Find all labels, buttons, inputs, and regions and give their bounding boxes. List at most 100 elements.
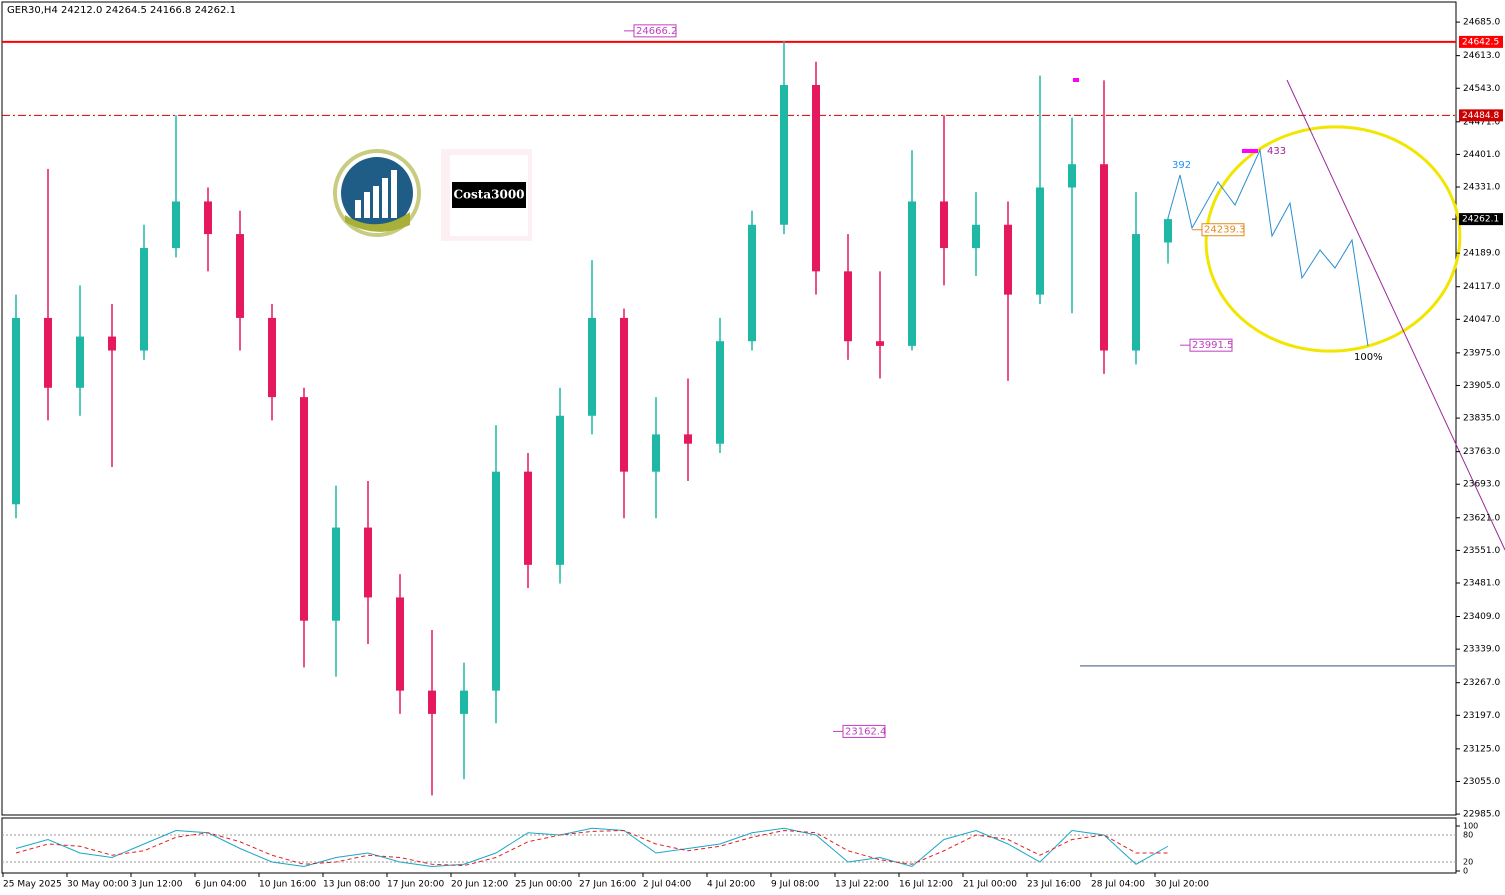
candle-body [972, 224, 980, 249]
candle-body [204, 201, 212, 235]
current-price-tag [1459, 213, 1503, 226]
chart-title: GER30,H4 24212.0 24264.5 24166.8 24262.1 [7, 5, 236, 16]
candle-body [428, 690, 436, 714]
annotation-label: 24666.2 [636, 26, 677, 37]
x-tick-label: 30 Jul 20:00 [1155, 880, 1209, 890]
candle-body [332, 527, 340, 621]
x-tick-label: 21 Jul 00:00 [963, 880, 1017, 890]
oscillator-tick-label: 20 [1463, 858, 1473, 867]
oscillator-frame [1, 817, 1457, 874]
text-annotation: 392 [1172, 160, 1191, 171]
candle-body [844, 271, 852, 342]
y-tick-label: 23693.0 [1463, 480, 1500, 490]
y-tick-label: 24543.0 [1463, 84, 1500, 94]
logo-label-bg [452, 182, 526, 208]
candle-body [44, 317, 52, 388]
price-level-tag [1459, 109, 1503, 122]
candle-body [172, 201, 180, 249]
x-tick-label: 3 Jun 12:00 [131, 880, 183, 890]
candle-body [812, 84, 820, 272]
candle-body [716, 341, 724, 444]
y-tick-label: 24189.0 [1463, 249, 1500, 259]
x-tick-label: 9 Jul 08:00 [771, 880, 820, 890]
oscillator-tick-label: 0 [1463, 867, 1468, 876]
x-tick-label: 13 Jul 22:00 [835, 880, 889, 890]
candle-body [1164, 219, 1172, 243]
x-tick-label: 23 Jul 16:00 [1027, 880, 1081, 890]
y-tick-label: 24401.0 [1463, 150, 1500, 160]
candle-body [588, 317, 596, 416]
text-annotation: 100% [1354, 352, 1383, 363]
y-tick-label: 24471.0 [1463, 117, 1500, 127]
y-tick-label: 23551.0 [1463, 546, 1500, 556]
y-tick-label: 24685.0 [1463, 18, 1500, 28]
x-tick-label: 16 Jul 12:00 [899, 880, 953, 890]
y-tick-label: 23339.0 [1463, 645, 1500, 655]
candle-body [620, 317, 628, 472]
candle-body [684, 434, 692, 444]
candle-body [1036, 187, 1044, 295]
candle-body [12, 317, 20, 505]
y-tick-label: 23409.0 [1463, 612, 1500, 622]
candle-body [940, 201, 948, 249]
annotation-box [633, 24, 677, 38]
candle-body [876, 341, 884, 346]
candle-body [396, 597, 404, 691]
candle-body [492, 471, 500, 691]
logo [333, 149, 421, 237]
candle-body [1100, 164, 1108, 351]
annotation-box [842, 724, 886, 738]
x-tick-label: 28 Jul 04:00 [1091, 880, 1145, 890]
candle-body [908, 201, 916, 346]
highlight-ellipse [1204, 125, 1462, 353]
price-level-label: 24642.5 [1462, 37, 1499, 47]
y-tick-label: 22985.0 [1463, 810, 1500, 820]
candle-body [236, 234, 244, 318]
y-tick-label: 24331.0 [1463, 183, 1500, 193]
logo-label: Costa3000 [453, 188, 524, 202]
candle-body [268, 317, 276, 398]
x-tick-label: 30 May 00:00 [67, 880, 129, 890]
y-tick-label: 23267.0 [1463, 678, 1500, 688]
trend-line [1286, 79, 1505, 551]
candle-body [460, 690, 468, 714]
projection-path [1167, 148, 1369, 347]
oscillator-tick-label: 100 [1463, 822, 1478, 831]
x-tick-label: 4 Jul 20:00 [707, 880, 756, 890]
x-tick-label: 6 Jun 04:00 [195, 880, 247, 890]
y-tick-label: 24117.0 [1463, 282, 1500, 292]
candle-body [1132, 234, 1140, 351]
oscillator-tick-label: 80 [1463, 831, 1473, 840]
candle-body [1068, 164, 1076, 188]
candle-body [524, 471, 532, 565]
annotation-box [1189, 338, 1233, 352]
annotation-label: 23162.4 [845, 726, 886, 737]
annotation-label: 24239.3 [1204, 225, 1245, 236]
candle-body [364, 527, 372, 598]
annotation-label: 23991.5 [1192, 340, 1233, 351]
x-tick-label: 25 May 2025 [3, 880, 62, 890]
y-tick-label: 23125.0 [1463, 744, 1500, 754]
candle-body [556, 415, 564, 565]
oscillator-line [15, 827, 1169, 868]
x-tick-label: 10 Jun 16:00 [259, 880, 316, 890]
candle-body [300, 397, 308, 621]
y-tick-label: 23197.0 [1463, 711, 1500, 721]
x-tick-label: 20 Jun 12:00 [451, 880, 508, 890]
oscillator-line [15, 829, 1168, 867]
candle-body [108, 336, 116, 351]
current-price-label: 24262.1 [1462, 215, 1499, 225]
annotation-box [1201, 223, 1245, 237]
y-tick-label: 23835.0 [1463, 414, 1500, 424]
y-tick-label: 23905.0 [1463, 381, 1500, 391]
y-tick-label: 23481.0 [1463, 579, 1500, 589]
candle-body [780, 84, 788, 225]
candle-body [76, 336, 84, 388]
x-tick-label: 2 Jul 04:00 [643, 880, 692, 890]
x-tick-label: 27 Jun 16:00 [579, 880, 636, 890]
candle-body [1004, 224, 1012, 295]
y-tick-label: 24613.0 [1463, 51, 1500, 61]
y-tick-label: 23055.0 [1463, 777, 1500, 787]
candle-body [140, 248, 148, 351]
